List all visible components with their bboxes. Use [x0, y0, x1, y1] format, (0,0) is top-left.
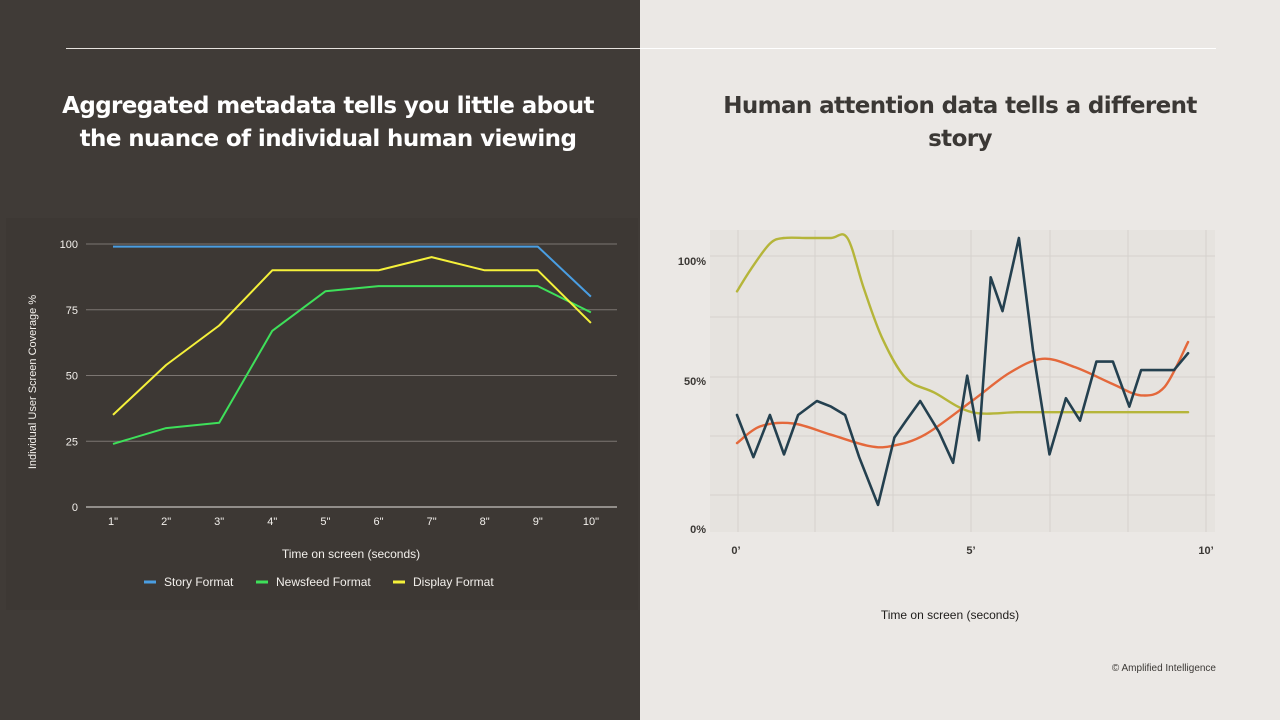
x-tick-label: 9" [533, 516, 543, 528]
divider-line-right [640, 48, 1216, 49]
y-tick-label: 0 [72, 502, 78, 514]
attention-line-olive [735, 233, 1190, 415]
x-axis-title: Time on screen (seconds) [881, 608, 1019, 622]
y-tick-label: 50 [66, 371, 78, 383]
attention-line-navy [735, 236, 1190, 507]
x-tick-label: 6" [373, 516, 383, 528]
x-tick-label: 3" [214, 516, 224, 528]
divider-line-left [66, 48, 640, 49]
copyright-credit: © Amplified Intelligence [1111, 663, 1216, 674]
y-tick-label: 75 [66, 305, 78, 317]
y-axis-title: Individual User Screen Coverage % [27, 295, 39, 469]
legend-label: Newsfeed Format [276, 575, 371, 589]
series-line-newsfeed-format [112, 285, 592, 445]
y-tick-label: 100% [678, 256, 706, 268]
x-tick-label: 5’ [966, 545, 975, 557]
plot-area [710, 230, 1215, 532]
x-tick-label: 7" [427, 516, 437, 528]
series-line-display-format [112, 256, 592, 416]
right-title: Human attention data tells a different s… [723, 93, 1197, 152]
x-tick-label: 5" [320, 516, 330, 528]
left-title: Aggregated metadata tells you little abo… [62, 93, 594, 152]
left-line-chart: 0 25 50 75 100 1" 2" 3" 4" 5" 6" 7" 8" 9" 10" Time on s… [27, 239, 617, 589]
series-line-story-format [113, 245, 592, 298]
legend-label: Story Format [164, 575, 234, 589]
x-tick-label: 4" [267, 516, 277, 528]
x-tick-label: 2" [161, 516, 171, 528]
y-tick-label: 0% [690, 524, 706, 536]
x-tick-label: 8" [480, 516, 490, 528]
x-tick-label: 10" [583, 516, 599, 528]
y-tick-label: 50% [684, 376, 706, 388]
left-chart-background [6, 218, 638, 610]
y-tick-label: 25 [66, 436, 78, 448]
x-tick-label: 1" [108, 516, 118, 528]
x-tick-label: 0’ [731, 545, 740, 557]
y-tick-label: 100 [60, 239, 78, 251]
x-axis-title: Time on screen (seconds) [282, 547, 420, 561]
x-tick-label: 10’ [1198, 545, 1213, 557]
legend-label: Display Format [413, 575, 494, 589]
